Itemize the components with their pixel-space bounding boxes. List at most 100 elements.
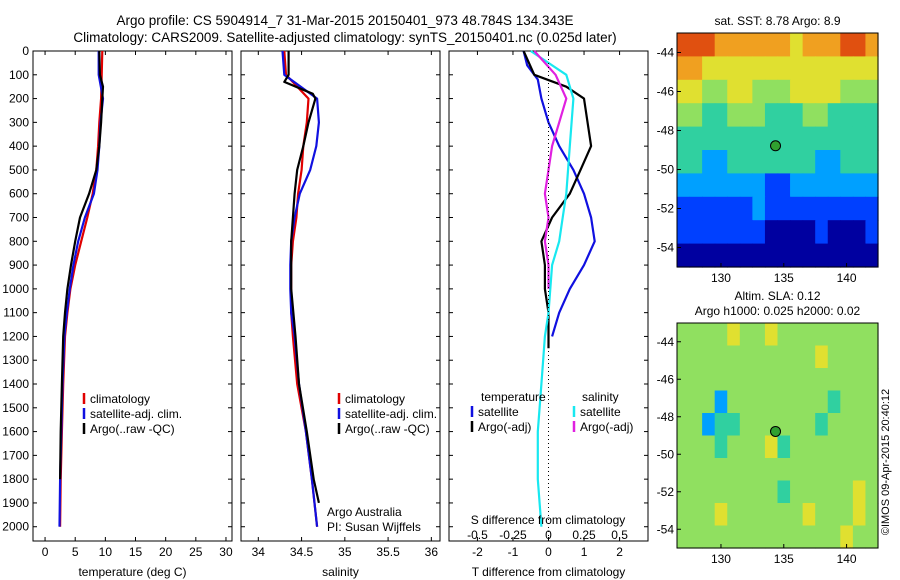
diff-s-tick-label: -0.25	[499, 528, 527, 542]
map-cell	[714, 220, 728, 245]
sal-legend-label: climatology	[345, 392, 405, 406]
map-frame	[676, 322, 879, 549]
map-cell	[840, 458, 854, 482]
map-cell	[827, 33, 841, 57]
map-cell	[677, 345, 691, 369]
map-cell	[777, 173, 791, 198]
map-cell	[702, 196, 716, 221]
map-cell	[714, 150, 728, 174]
map-cell	[790, 480, 804, 504]
map-cell	[815, 413, 829, 437]
map-cell	[764, 345, 779, 369]
map-cell	[790, 103, 804, 128]
map-cell	[865, 196, 879, 221]
map-cell	[827, 413, 841, 437]
map-cell	[802, 150, 816, 174]
map-cell	[677, 323, 691, 347]
map-cell	[739, 323, 753, 347]
map-cell	[764, 503, 779, 527]
map-cell	[677, 33, 691, 57]
map-cell	[764, 480, 779, 504]
map-cell	[865, 126, 879, 151]
map-cell	[739, 503, 753, 527]
diff-temp-legend-label: satellite	[478, 405, 519, 419]
map-cell	[827, 79, 841, 104]
map-cell	[802, 525, 816, 549]
depth-tick-label: 800	[9, 234, 29, 248]
map-cell	[840, 390, 854, 414]
map-ytick-label: -44	[657, 46, 675, 60]
map-cell	[752, 323, 766, 347]
map-cell	[802, 503, 816, 527]
map-cell	[677, 79, 691, 104]
map-cell	[777, 33, 791, 57]
map-cell	[727, 173, 741, 198]
sal-series-line	[283, 51, 320, 504]
map-cell	[790, 173, 804, 198]
map-cell	[865, 458, 879, 482]
map-cell	[802, 323, 816, 347]
map-cell	[764, 525, 779, 549]
diff-sal-legend-label: Argo(-adj)	[580, 420, 633, 434]
depth-tick-label: 1600	[2, 425, 29, 439]
map-cell	[752, 345, 766, 369]
map-cell	[677, 103, 691, 128]
map-cell	[714, 79, 728, 104]
map-cell	[689, 413, 703, 437]
map-cell	[815, 220, 829, 245]
map-cell	[777, 150, 791, 174]
map-cell	[714, 126, 728, 151]
map-cell	[689, 103, 703, 128]
map-cell	[852, 458, 867, 482]
map-cell	[739, 390, 753, 414]
map-cell	[865, 56, 879, 81]
map-cell	[714, 480, 728, 504]
map-cell	[714, 103, 728, 128]
map-cell	[777, 243, 791, 268]
map-cell	[840, 173, 854, 198]
map-cell	[815, 173, 829, 198]
map-xtick-label: 135	[774, 271, 794, 285]
diff-s-tick-label: 0	[545, 528, 552, 542]
sal-legend-label: Argo(..raw -QC)	[345, 422, 430, 436]
imos-timestamp: ©IMOS 09-Apr-2015 20:40:12	[880, 389, 892, 535]
map-cell	[677, 458, 691, 482]
map-cell	[790, 458, 804, 482]
map-cell	[714, 173, 728, 198]
map-cell	[689, 368, 703, 392]
map-cell	[802, 56, 816, 81]
map-cell	[802, 220, 816, 245]
map-cell	[702, 458, 716, 482]
map-cell	[752, 480, 766, 504]
map-cell	[739, 435, 753, 459]
map-cell	[702, 220, 716, 245]
map-cell	[764, 173, 779, 198]
map-cell	[714, 345, 728, 369]
depth-tick-label: 400	[9, 139, 29, 153]
map-cell	[764, 323, 779, 347]
map-cell	[840, 126, 854, 151]
map-cell	[777, 103, 791, 128]
map-cell	[764, 103, 779, 128]
sal-series-line	[281, 50, 320, 527]
map-cell	[827, 126, 841, 151]
map-cell	[777, 323, 791, 347]
map-cell	[752, 173, 766, 198]
sst-map: -44 -46 -48 -50 -52 -54 130 135 140 sat. SST: 8.7…	[657, 14, 879, 285]
map-xtick-label: 135	[774, 552, 794, 566]
map-cell	[702, 56, 716, 81]
depth-tick-label: 1800	[2, 472, 29, 486]
temp-series-line	[58, 51, 105, 527]
diff-series-line	[522, 50, 596, 337]
diff-xaxis-label: T difference from climatology	[472, 565, 626, 579]
depth-tick-label: 1900	[2, 496, 29, 510]
temperature-panel: 0 5 10 15 20 25 300100200300400500600700800900…	[2, 44, 233, 579]
map-ytick-label: -50	[657, 447, 675, 461]
map-cell	[865, 435, 879, 459]
map-cell	[852, 56, 867, 81]
map-cell	[827, 243, 841, 268]
map-ytick-label: -44	[657, 335, 675, 349]
map-cell	[739, 79, 753, 104]
diff-series-line	[522, 50, 593, 349]
